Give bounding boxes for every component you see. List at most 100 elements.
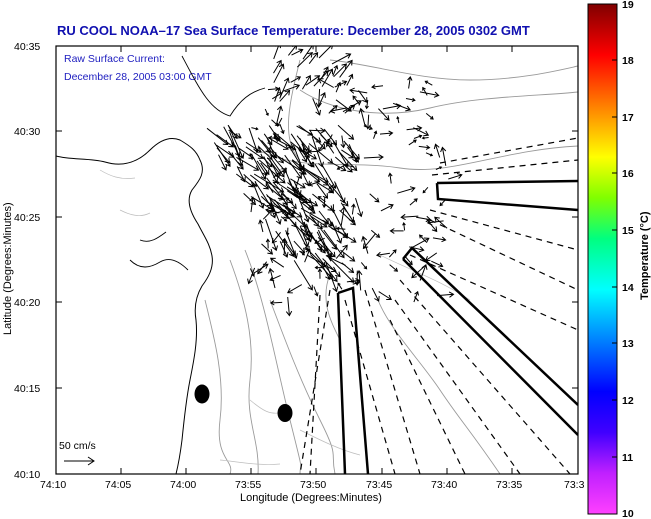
current-vector (435, 166, 443, 170)
current-vector (299, 200, 316, 214)
colorbar-tick: 16 (622, 168, 634, 180)
current-vector (378, 291, 392, 300)
current-vector (268, 197, 282, 225)
current-vector (328, 104, 338, 114)
current-vector (239, 158, 260, 171)
current-vector (408, 139, 417, 146)
current-vector (298, 166, 310, 187)
scale-label: 50 cm/s (59, 440, 96, 452)
current-vectors (206, 46, 463, 317)
tick-marks (55, 45, 579, 475)
current-vector (293, 176, 300, 193)
current-vector (439, 198, 447, 207)
current-vector (369, 193, 380, 203)
current-vector (334, 181, 346, 204)
colorbar-tick: 15 (622, 225, 634, 237)
colorbar-tick: 19 (622, 0, 634, 11)
current-vector (340, 206, 347, 226)
current-vector (418, 145, 431, 150)
current-vector (227, 125, 245, 159)
current-vector (437, 291, 455, 298)
current-vector (351, 203, 356, 215)
current-vector (347, 146, 359, 163)
y-tick-label: 40:15 (14, 383, 40, 395)
current-vector (206, 127, 229, 146)
colorbar (587, 3, 618, 515)
current-vector (373, 130, 378, 139)
y-axis-label: Latitude (Degrees:Minutes) (2, 202, 14, 335)
current-vector (371, 287, 380, 302)
current-vector (257, 261, 268, 275)
current-vector (216, 134, 235, 148)
colorbar-ticks (612, 59, 617, 458)
current-vector (277, 155, 307, 175)
current-vector (321, 68, 333, 87)
bathymetry-contours (204, 59, 578, 474)
current-vector (305, 214, 323, 230)
current-vector (322, 197, 327, 209)
current-vector (336, 164, 345, 170)
current-vector (424, 252, 438, 262)
colorbar-tick: 12 (622, 395, 634, 407)
current-vector (262, 209, 273, 220)
current-vector (432, 236, 447, 243)
current-vector (409, 246, 425, 253)
current-vector (448, 173, 463, 180)
current-vector (362, 233, 377, 250)
current-vector (332, 64, 339, 76)
current-vector (363, 125, 373, 130)
current-vector (330, 161, 347, 172)
current-vector (317, 268, 323, 279)
current-vector (364, 114, 372, 130)
current-vector (234, 145, 242, 162)
current-vector (313, 286, 319, 297)
current-vector (387, 172, 393, 184)
current-vector (339, 59, 353, 78)
current-vector (252, 157, 267, 180)
current-vector (411, 237, 430, 249)
current-vector (337, 282, 343, 290)
current-vector (261, 243, 274, 255)
current-vector (324, 260, 339, 293)
current-vector (276, 117, 283, 127)
current-vector (265, 238, 271, 249)
current-vector (400, 213, 419, 221)
current-vector (288, 46, 297, 56)
current-vector (406, 125, 423, 132)
current-vector (258, 219, 264, 233)
colorbar-label: Temperature (°C) (639, 211, 651, 300)
current-vector (404, 255, 413, 266)
current-vector (335, 226, 346, 231)
current-vector (312, 98, 321, 116)
current-vector (328, 183, 335, 190)
current-vector (340, 135, 346, 149)
scale-arrow (64, 456, 95, 466)
current-vector (416, 215, 432, 223)
current-vector (299, 250, 306, 256)
current-vector (375, 251, 390, 258)
current-vector (291, 48, 304, 56)
current-vector (278, 196, 290, 202)
x-tick-label: 74:00 (170, 479, 196, 491)
colorbar-tick: 11 (622, 452, 633, 464)
current-vector (397, 186, 416, 194)
y-tick-label: 40:35 (14, 41, 40, 53)
x-tick-label: 73:3 (564, 479, 585, 491)
current-vector (327, 256, 346, 266)
current-vector (257, 137, 271, 154)
current-vector (296, 51, 313, 68)
current-vector (337, 124, 355, 140)
current-vector (331, 53, 352, 65)
current-vector (314, 252, 338, 283)
current-vector (407, 75, 413, 89)
current-vector (425, 152, 434, 157)
current-vector (213, 142, 231, 167)
current-vector (322, 258, 341, 278)
current-vector (285, 296, 293, 317)
current-vector (335, 244, 348, 259)
current-vector (307, 149, 319, 155)
current-vector (434, 216, 448, 229)
current-vector (317, 229, 333, 259)
current-vector (257, 145, 273, 161)
y-tick-label: 40:20 (14, 297, 40, 309)
